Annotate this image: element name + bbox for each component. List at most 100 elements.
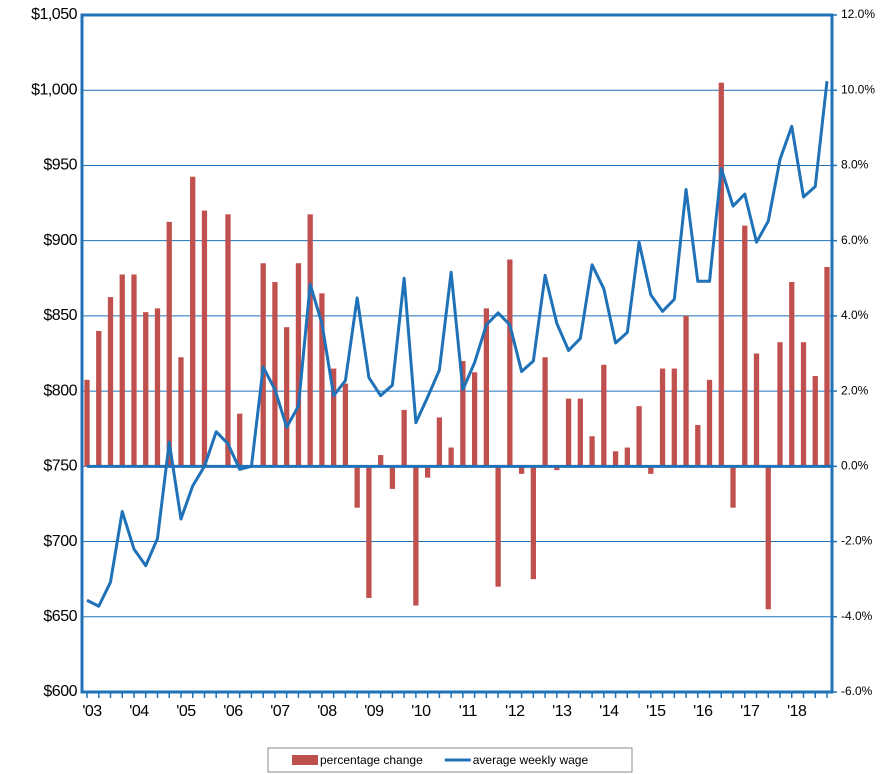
y-tick-label: $900 <box>43 232 77 249</box>
bar <box>765 466 771 610</box>
bar <box>366 466 372 598</box>
x-tick-label: '18 <box>787 703 807 720</box>
bar <box>518 466 525 474</box>
bar <box>378 455 384 467</box>
bar <box>284 327 290 467</box>
bar <box>554 466 560 471</box>
x-tick-label: '05 <box>176 703 196 720</box>
bar <box>448 447 454 467</box>
bar <box>659 368 666 467</box>
line <box>86 81 829 608</box>
bar <box>307 214 313 467</box>
x-tick-label: '15 <box>646 703 666 720</box>
bar <box>718 82 724 467</box>
bar <box>730 466 736 508</box>
y-tick-label: $750 <box>43 458 77 475</box>
bar <box>107 297 114 467</box>
bar <box>636 406 642 467</box>
y2-tick-label: -6.0% <box>841 684 873 698</box>
bar <box>272 282 278 467</box>
x-tick-label: '11 <box>459 703 478 720</box>
y2-tick-label: 8.0% <box>841 158 869 172</box>
bar <box>530 466 536 580</box>
y-tick-label: $800 <box>43 382 77 399</box>
bar <box>436 417 443 467</box>
x-tick-label: '06 <box>223 703 243 720</box>
bar <box>342 383 349 467</box>
y2-tick-label: 6.0% <box>841 233 869 247</box>
y-tick-label: $1,050 <box>31 6 78 23</box>
bar <box>119 274 125 467</box>
x-tick-label: '12 <box>505 703 525 720</box>
bar <box>695 424 701 467</box>
bar <box>389 466 396 489</box>
legend-swatch <box>292 755 318 765</box>
bar <box>706 379 713 467</box>
bar <box>131 274 137 467</box>
bar <box>471 372 478 467</box>
y2-tick-label: -4.0% <box>841 609 873 623</box>
y-tick-label: $650 <box>43 608 77 625</box>
bar <box>565 398 572 467</box>
bar <box>319 293 325 467</box>
bar <box>800 342 807 467</box>
bar <box>683 315 689 467</box>
bar <box>295 263 302 467</box>
x-tick-label: '17 <box>740 703 760 720</box>
y2-tick-label: 12.0% <box>841 7 875 21</box>
x-tick-label: '04 <box>129 703 149 720</box>
y2-tick-label: 10.0% <box>841 82 875 96</box>
bar <box>601 364 607 467</box>
bar <box>166 221 172 467</box>
bar <box>96 330 102 467</box>
y2-tick-label: 0.0% <box>841 459 869 473</box>
x-tick-label: '14 <box>599 703 619 720</box>
y2-tick-label: -2.0% <box>841 534 873 548</box>
bar <box>413 466 419 606</box>
bar <box>154 308 161 467</box>
bar <box>401 409 407 467</box>
bar <box>225 214 231 467</box>
bar <box>589 436 595 467</box>
bar <box>753 353 760 467</box>
y-tick-label: $1,000 <box>31 81 78 98</box>
bar <box>577 398 583 467</box>
bar <box>624 447 630 467</box>
x-tick-label: '08 <box>317 703 337 720</box>
bar <box>542 357 548 467</box>
bar <box>190 176 196 467</box>
bar <box>812 376 818 467</box>
bar <box>495 466 501 587</box>
y-tick-label: $600 <box>43 683 77 700</box>
bar <box>331 368 337 467</box>
bar <box>824 266 830 467</box>
x-tick-label: '10 <box>411 703 431 720</box>
y-tick-label: $850 <box>43 307 77 324</box>
y-tick-label: $700 <box>43 533 77 550</box>
x-tick-label: '13 <box>552 703 572 720</box>
bar <box>143 312 149 467</box>
bar <box>777 342 783 467</box>
bar <box>507 259 513 467</box>
bar <box>789 282 795 467</box>
legend-label: average weekly wage <box>473 753 589 767</box>
bar <box>354 466 360 508</box>
plot-border <box>80 13 834 694</box>
bar <box>742 225 748 467</box>
bar <box>260 263 266 467</box>
bar <box>237 413 243 467</box>
y2-tick-label: 4.0% <box>841 308 869 322</box>
bar <box>201 210 208 467</box>
bar <box>648 466 654 474</box>
x-tick-label: '09 <box>364 703 384 720</box>
legend-label: percentage change <box>320 753 423 767</box>
bar <box>424 466 431 478</box>
bar <box>483 308 490 467</box>
bar <box>612 451 619 467</box>
y2-tick-label: 2.0% <box>841 383 869 397</box>
bar <box>178 357 184 467</box>
bar <box>671 368 677 467</box>
bar <box>460 361 466 467</box>
x-tick-label: '07 <box>270 703 290 720</box>
